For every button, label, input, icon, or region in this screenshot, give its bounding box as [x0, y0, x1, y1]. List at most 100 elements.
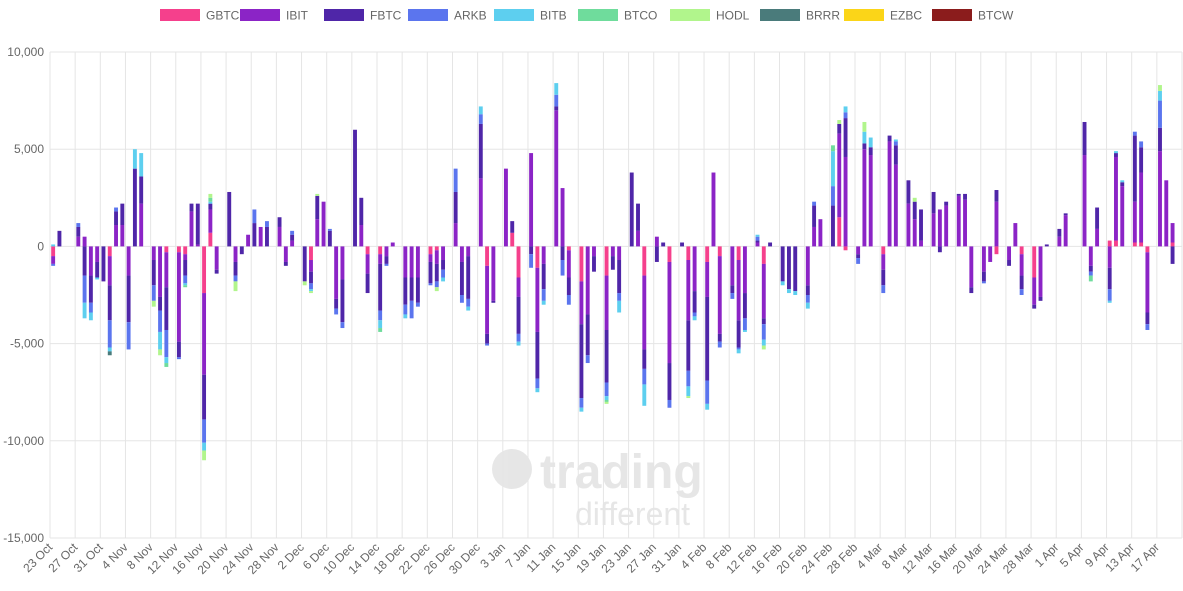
bar-segment-arkb — [126, 322, 131, 350]
bar-segment-fbtc — [359, 197, 364, 226]
legend-label-bitb[interactable]: BITB — [540, 9, 567, 23]
bar-segment-bitb — [1158, 90, 1162, 101]
bar-segment-hodl — [151, 300, 156, 307]
bar-segment-arkb — [76, 223, 81, 227]
legend-swatch-gbtc[interactable] — [160, 9, 200, 21]
bar-segment-arkb — [1107, 289, 1112, 301]
legend-swatch-brrr[interactable] — [760, 9, 800, 21]
bar-segment-fbtc — [214, 269, 219, 274]
x-tick-label: 3 Jan — [477, 540, 508, 571]
legend-label-fbtc[interactable]: FBTC — [370, 9, 402, 23]
bar-segment-bitb — [478, 106, 483, 115]
legend-label-ibit[interactable]: IBIT — [286, 9, 309, 23]
bar-segment-bitb — [805, 302, 810, 309]
bar-segment-ibit — [592, 246, 596, 257]
bar-segment-ibit — [1120, 186, 1125, 247]
bar-segment-fbtc — [1132, 135, 1137, 202]
bar-segment-fbtc — [661, 242, 666, 247]
y-tick-label: -15,000 — [3, 531, 44, 545]
bar-segment-arkb — [717, 341, 722, 348]
bar-segment-ibit — [893, 164, 898, 247]
legend-swatch-hodl[interactable] — [670, 9, 710, 21]
legend-swatch-fbtc[interactable] — [324, 9, 364, 21]
bar-segment-fbtc — [868, 147, 873, 156]
bar-segment-ibit — [1095, 228, 1100, 247]
bar-segment-fbtc — [459, 261, 464, 295]
bar-segment-fbtc — [1170, 246, 1175, 264]
bar-segment-hodl — [208, 193, 213, 198]
bar-segment-arkb — [202, 419, 207, 443]
bar-segment-fbtc — [491, 300, 496, 303]
legend-swatch-ezbc[interactable] — [844, 9, 884, 21]
bar-segment-arkb — [114, 207, 118, 212]
bar-segment-ibit — [843, 156, 848, 247]
legend-label-gbtc[interactable]: GBTC — [206, 9, 240, 23]
y-tick-label: 10,000 — [7, 45, 44, 59]
bar-segment-ibit — [856, 246, 861, 255]
bar-segment-gbtc — [642, 246, 647, 276]
bar-segment-ibit — [755, 242, 760, 247]
bar-segment-arkb — [831, 186, 835, 206]
legend-label-btcw[interactable]: BTCW — [978, 9, 1014, 23]
bar-segment-fbtc — [378, 263, 383, 311]
legend-label-brrr[interactable]: BRRR — [806, 9, 840, 23]
bar-segment-ibit — [1114, 156, 1118, 241]
legend-swatch-ibit[interactable] — [240, 9, 280, 21]
bar-segment-arkb — [428, 283, 433, 286]
bar-segment-fbtc — [805, 285, 810, 295]
bar-segment-bitb — [139, 153, 144, 177]
bar-segment-ibit — [812, 226, 817, 247]
bar-segment-fbtc — [315, 195, 320, 220]
bar-segment-arkb — [692, 312, 697, 317]
bar-segment-arkb — [981, 281, 986, 284]
bar-segment-fbtc — [654, 246, 659, 262]
legend-label-btco[interactable]: BTCO — [624, 9, 657, 23]
x-tick-label: 2 Dec — [275, 540, 307, 572]
bar-segment-fbtc — [466, 256, 471, 299]
bar-segment-ibit — [554, 110, 559, 247]
bar-segment-ibit — [604, 275, 609, 330]
bar-segment-btco — [1088, 275, 1093, 282]
bar-segment-arkb — [327, 228, 332, 231]
bar-segment-btco — [183, 285, 188, 288]
legend-swatch-btco[interactable] — [578, 9, 618, 21]
legend-swatch-arkb[interactable] — [408, 9, 448, 21]
bar-segment-fbtc — [742, 293, 747, 319]
bar-segment-ibit — [887, 141, 892, 247]
bar-segment-fbtc — [560, 246, 565, 261]
bar-segment-ibit — [1082, 155, 1087, 247]
bar-segment-fbtc — [636, 203, 640, 231]
legend-label-arkb[interactable]: ARKB — [454, 9, 487, 23]
bar-segment-fbtc — [981, 271, 986, 282]
bar-segment-arkb — [642, 368, 647, 385]
bar-segment-arkb — [478, 114, 483, 124]
bar-segment-arkb — [183, 275, 188, 284]
bar-segment-arkb — [309, 283, 313, 290]
legend-swatch-btcw[interactable] — [932, 9, 972, 21]
bar-segment-ibit — [158, 246, 163, 297]
bar-segment-ibit — [1088, 246, 1093, 266]
bar-segment-arkb — [453, 168, 458, 192]
bar-segment-hodl — [309, 291, 313, 294]
bar-segment-fbtc — [120, 203, 125, 226]
bar-segment-bitb — [1107, 300, 1112, 303]
bar-segment-bitb — [202, 442, 207, 451]
bar-segment-gbtc — [1107, 240, 1112, 247]
bar-segment-fbtc — [516, 296, 521, 334]
bar-segment-ibit — [114, 225, 118, 247]
bar-segment-bitb — [893, 139, 898, 142]
bar-segment-arkb — [459, 295, 464, 303]
bar-segment-fbtc — [82, 246, 87, 276]
legend-swatch-bitb[interactable] — [494, 9, 534, 21]
legend-label-ezbc[interactable]: EZBC — [890, 9, 922, 23]
bar-segment-ibit — [390, 242, 395, 247]
bar-segment-fbtc — [856, 254, 861, 259]
bar-segment-ibit — [503, 168, 508, 247]
bar-segment-arkb — [516, 333, 521, 342]
bar-segment-bitb — [1120, 180, 1125, 183]
bar-segment-ibit — [736, 260, 741, 321]
bar-segment-fbtc — [164, 287, 169, 330]
bar-segment-fbtc — [994, 190, 999, 202]
legend-label-hodl[interactable]: HODL — [716, 9, 750, 23]
x-tick-label: 17 Apr — [1128, 540, 1162, 574]
